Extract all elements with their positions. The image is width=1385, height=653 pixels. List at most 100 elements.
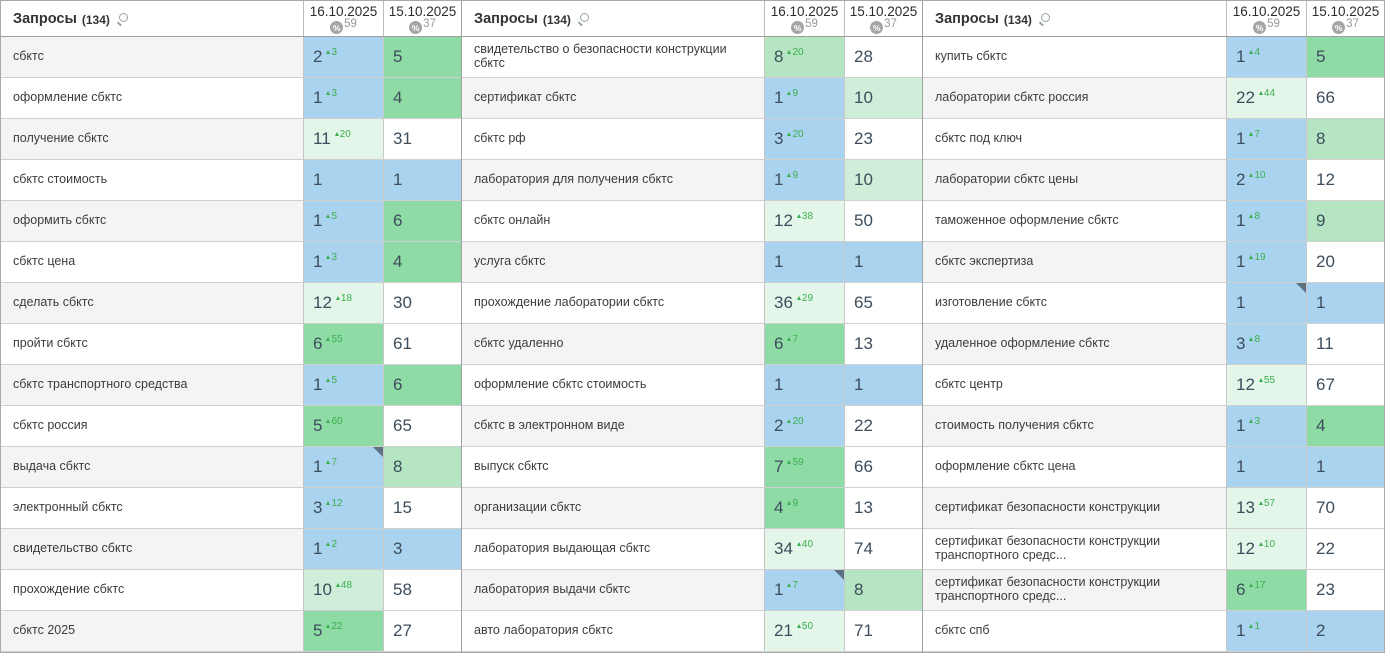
keyword-cell[interactable]: сделать сбктс xyxy=(1,283,304,324)
position-cell[interactable]: 10 xyxy=(845,78,922,119)
keyword-cell[interactable]: выдача сбктс xyxy=(1,447,304,488)
keyword-cell[interactable]: сбктс xyxy=(1,37,304,78)
position-cell[interactable]: 1 xyxy=(1227,283,1307,324)
queries-header-cell[interactable]: Запросы (134) xyxy=(1,1,304,36)
position-cell[interactable]: 2 xyxy=(1307,611,1384,652)
position-cell[interactable]: 23 xyxy=(1307,570,1384,611)
position-cell[interactable]: 70 xyxy=(1307,488,1384,529)
keyword-cell[interactable]: услуга сбктс xyxy=(462,242,765,283)
keyword-cell[interactable]: сертификат безопасности конструкции xyxy=(923,488,1227,529)
position-cell[interactable]: 23 xyxy=(845,119,922,160)
keyword-cell[interactable]: сбктс цена xyxy=(1,242,304,283)
corner-note-marker[interactable] xyxy=(1296,283,1306,293)
position-cell[interactable]: 7 59 xyxy=(765,447,845,488)
position-cell[interactable]: 1 xyxy=(1307,283,1384,324)
position-cell[interactable]: 15 xyxy=(384,488,461,529)
position-cell[interactable]: 12 10 xyxy=(1227,529,1307,570)
position-cell[interactable]: 5 xyxy=(1307,37,1384,78)
position-cell[interactable]: 34 40 xyxy=(765,529,845,570)
position-cell[interactable]: 20 xyxy=(1307,242,1384,283)
position-cell[interactable]: 1 xyxy=(384,160,461,201)
date-column-header-2[interactable]: 15.10.2025 % 37 xyxy=(384,1,461,36)
keyword-cell[interactable]: сертификат безопасности конструкции тран… xyxy=(923,529,1227,570)
position-cell[interactable]: 1 xyxy=(845,242,922,283)
position-cell[interactable]: 10 xyxy=(845,160,922,201)
position-cell[interactable]: 65 xyxy=(845,283,922,324)
position-cell[interactable]: 66 xyxy=(845,447,922,488)
date-column-header-2[interactable]: 15.10.2025 % 37 xyxy=(845,1,922,36)
keyword-cell[interactable]: стоимость получения сбктс xyxy=(923,406,1227,447)
keyword-cell[interactable]: оформить сбктс xyxy=(1,201,304,242)
keyword-cell[interactable]: пройти сбктс xyxy=(1,324,304,365)
keyword-cell[interactable]: оформление сбктс xyxy=(1,78,304,119)
keyword-cell[interactable]: удаленное оформление сбктс xyxy=(923,324,1227,365)
position-cell[interactable]: 8 xyxy=(845,570,922,611)
position-cell[interactable]: 21 50 xyxy=(765,611,845,652)
position-cell[interactable]: 1 xyxy=(845,365,922,406)
keyword-cell[interactable]: сбктс онлайн xyxy=(462,201,765,242)
position-cell[interactable]: 5 22 xyxy=(304,611,384,652)
position-cell[interactable]: 3 12 xyxy=(304,488,384,529)
keyword-cell[interactable]: лаборатории сбктс россия xyxy=(923,78,1227,119)
position-cell[interactable]: 11 xyxy=(1307,324,1384,365)
position-cell[interactable]: 74 xyxy=(845,529,922,570)
position-cell[interactable]: 13 57 xyxy=(1227,488,1307,529)
keyword-cell[interactable]: оформление сбктс цена xyxy=(923,447,1227,488)
position-cell[interactable]: 8 xyxy=(1307,119,1384,160)
position-cell[interactable]: 13 xyxy=(845,488,922,529)
position-cell[interactable]: 36 29 xyxy=(765,283,845,324)
search-icon[interactable] xyxy=(1038,12,1051,25)
keyword-cell[interactable]: свидетельство сбктс xyxy=(1,529,304,570)
position-cell[interactable]: 5 xyxy=(384,37,461,78)
keyword-cell[interactable]: сертификат безопасности конструкции тран… xyxy=(923,570,1227,611)
date-column-header-1[interactable]: 16.10.2025 % 59 xyxy=(1227,1,1307,36)
position-cell[interactable]: 8 20 xyxy=(765,37,845,78)
position-cell[interactable]: 71 xyxy=(845,611,922,652)
position-cell[interactable]: 11 20 xyxy=(304,119,384,160)
position-cell[interactable]: 12 xyxy=(1307,160,1384,201)
position-cell[interactable]: 5 60 xyxy=(304,406,384,447)
position-cell[interactable]: 3 xyxy=(384,529,461,570)
keyword-cell[interactable]: изготовление сбктс xyxy=(923,283,1227,324)
keyword-cell[interactable]: прохождение лаборатории сбктс xyxy=(462,283,765,324)
position-cell[interactable]: 61 xyxy=(384,324,461,365)
keyword-cell[interactable]: сбктс экспертиза xyxy=(923,242,1227,283)
keyword-cell[interactable]: сбктс центр xyxy=(923,365,1227,406)
position-cell[interactable]: 12 55 xyxy=(1227,365,1307,406)
position-cell[interactable]: 1 xyxy=(1307,447,1384,488)
position-cell[interactable]: 4 xyxy=(384,78,461,119)
position-cell[interactable]: 13 xyxy=(845,324,922,365)
keyword-cell[interactable]: оформление сбктс стоимость xyxy=(462,365,765,406)
keyword-cell[interactable]: электронный сбктс xyxy=(1,488,304,529)
keyword-cell[interactable]: сертификат сбктс xyxy=(462,78,765,119)
position-cell[interactable]: 1 xyxy=(1227,447,1307,488)
keyword-cell[interactable]: сбктс транспортного средства xyxy=(1,365,304,406)
position-cell[interactable]: 58 xyxy=(384,570,461,611)
date-column-header-2[interactable]: 15.10.2025 % 37 xyxy=(1307,1,1384,36)
keyword-cell[interactable]: сбктс стоимость xyxy=(1,160,304,201)
position-cell[interactable]: 1 xyxy=(304,160,384,201)
keyword-cell[interactable]: сбктс рф xyxy=(462,119,765,160)
keyword-cell[interactable]: авто лаборатория сбктс xyxy=(462,611,765,652)
position-cell[interactable]: 3 20 xyxy=(765,119,845,160)
keyword-cell[interactable]: лаборатория для получения сбктс xyxy=(462,160,765,201)
search-icon[interactable] xyxy=(577,12,590,25)
position-cell[interactable]: 30 xyxy=(384,283,461,324)
position-cell[interactable]: 28 xyxy=(845,37,922,78)
position-cell[interactable]: 8 xyxy=(384,447,461,488)
keyword-cell[interactable]: выпуск сбктс xyxy=(462,447,765,488)
position-cell[interactable]: 31 xyxy=(384,119,461,160)
